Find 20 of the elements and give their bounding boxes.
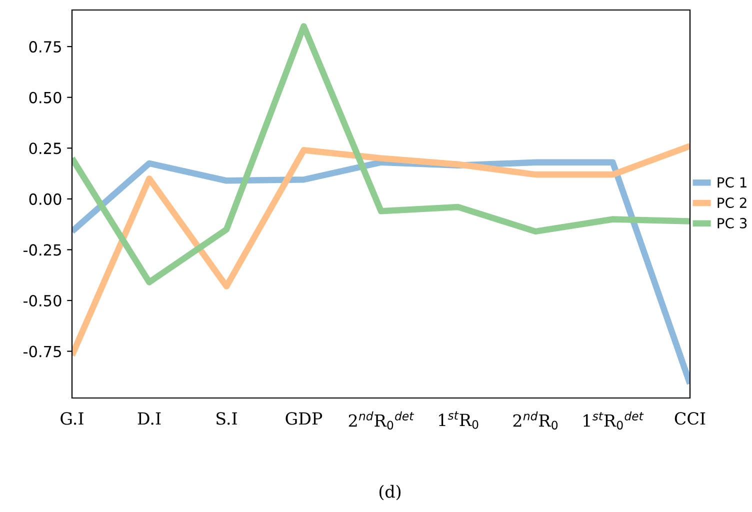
y-tick-label: -0.25 — [23, 244, 61, 256]
x-tick-label: CCI — [674, 412, 706, 425]
x-tick-label: 1$^{st}$R$_{0}$ — [439, 411, 478, 429]
x-tick-label: GDP — [286, 412, 322, 425]
y-tick-label: 0.25 — [29, 142, 61, 154]
legend-label: PC 1 — [718, 177, 746, 188]
x-tick-label: 2$^{nd}$R$_{0}$$^{det}$ — [348, 411, 414, 430]
x-tick-label: 1$^{st}$R$_{0}$$^{det}$ — [584, 411, 644, 430]
legend-label: PC 3 — [718, 218, 747, 228]
y-tick-label: 0.00 — [29, 193, 62, 205]
y-tick-label: 0.75 — [29, 41, 61, 53]
x-tick-label: 2$^{nd}$R$_{0}$ — [513, 411, 558, 430]
y-tick-label: -0.50 — [23, 294, 62, 307]
text: (d) — [379, 484, 401, 500]
legend-label: PC 2 — [718, 198, 746, 208]
y-tick-label: 0.50 — [29, 92, 62, 104]
x-tick-label: D.I — [138, 412, 161, 425]
x-tick-label: G.I — [60, 412, 84, 425]
x-tick-label: S.I — [216, 412, 237, 425]
y-tick-label: -0.75 — [23, 346, 61, 358]
